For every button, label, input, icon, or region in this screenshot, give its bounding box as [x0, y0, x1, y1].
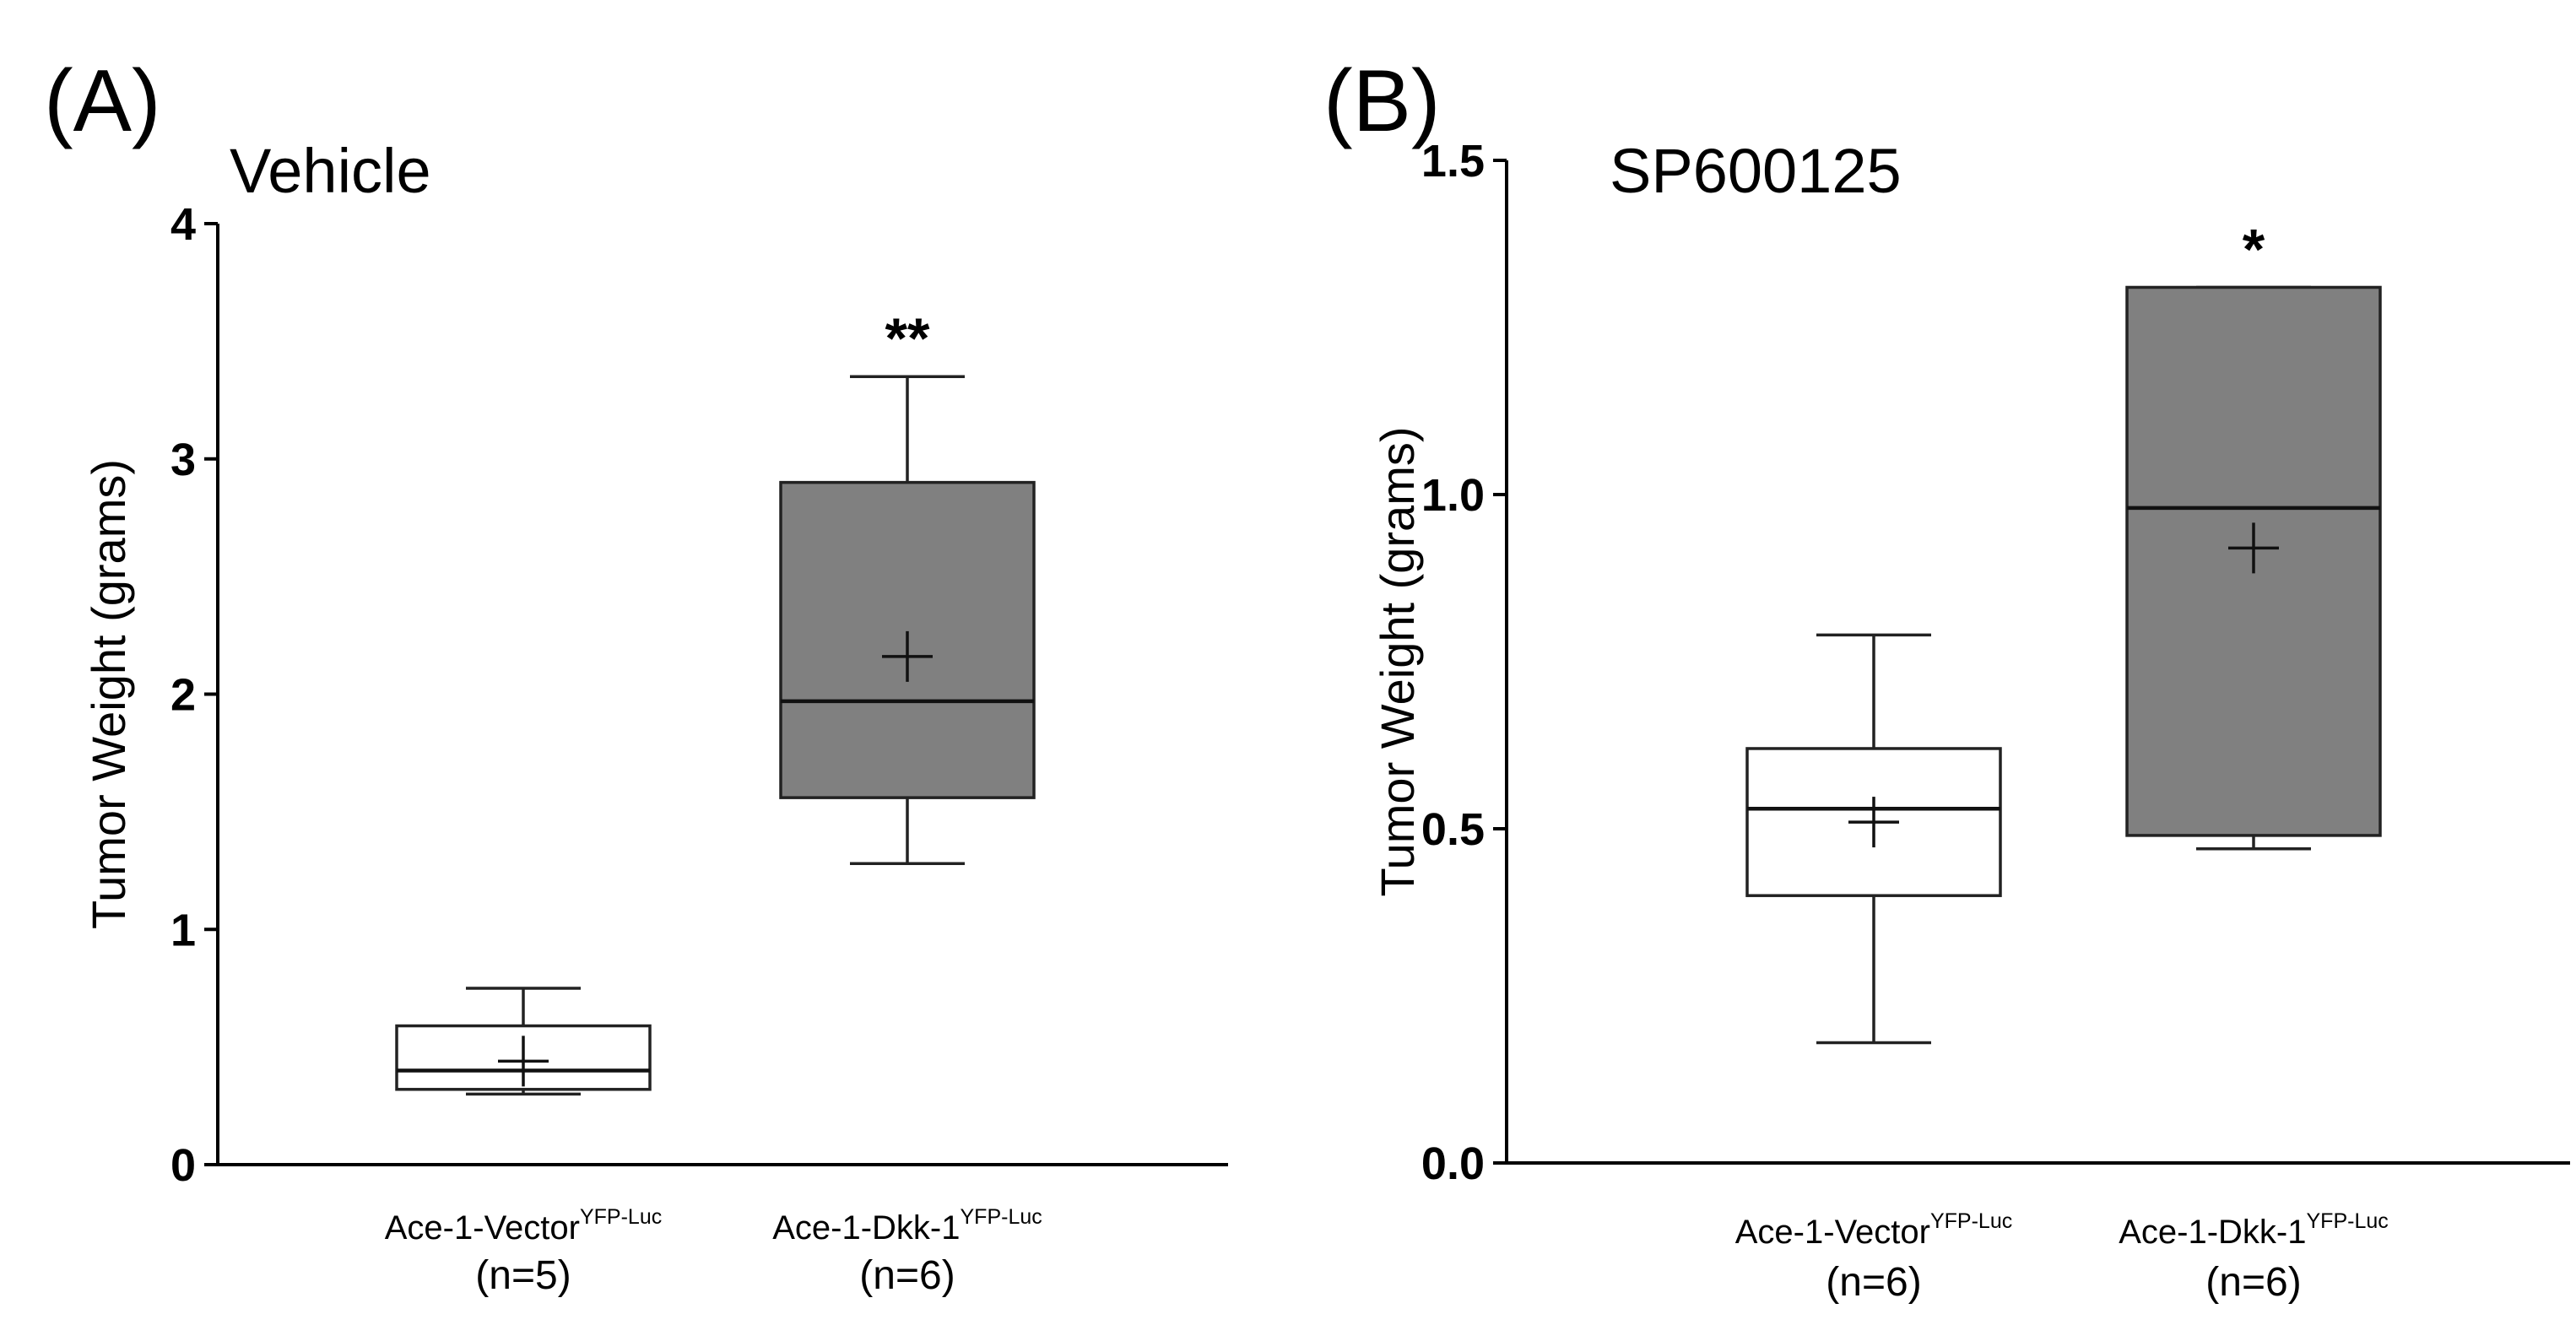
y-tick-label: 1.5	[1421, 136, 1485, 187]
category-superscript: YFP-Luc	[2307, 1209, 2389, 1233]
panel-label: (A)	[44, 52, 161, 150]
y-tick-label: 4	[170, 199, 196, 250]
category-label: Ace-1-VectorYFP-Luc	[1735, 1209, 2012, 1251]
panel-b: (B) SP600125 0.0 0.5 1.0 1.5 Tumor Weight (gra…	[1323, 52, 2570, 1305]
chart-title: SP600125	[1610, 136, 1902, 206]
category-superscript: YFP-Luc	[961, 1205, 1042, 1229]
y-tick-label: 0.0	[1421, 1138, 1485, 1189]
category-name: Ace-1-Vector	[1735, 1214, 1930, 1251]
significance-marker: *	[2243, 217, 2265, 281]
y-tick-label: 0	[170, 1140, 196, 1191]
category-name: Ace-1-Vector	[385, 1209, 580, 1247]
category-n: (n=6)	[1826, 1260, 1921, 1305]
panel-label: (B)	[1323, 52, 1441, 150]
category-superscript: YFP-Luc	[580, 1205, 662, 1229]
category-label: Ace-1-Dkk-1YFP-Luc	[2119, 1209, 2389, 1251]
significance-marker: **	[885, 306, 930, 370]
y-tick-label: 0.5	[1421, 804, 1485, 855]
box-iqr	[1745, 747, 2002, 897]
y-axis-label: Tumor Weight (grams)	[82, 459, 135, 929]
y-axis-label: Tumor Weight (grams)	[1371, 427, 1424, 897]
category-superscript: YFP-Luc	[1930, 1209, 2012, 1233]
chart-title: Vehicle	[230, 136, 431, 206]
category-n: (n=6)	[859, 1253, 955, 1298]
category-label: Ace-1-VectorYFP-Luc	[385, 1205, 662, 1247]
y-tick-label: 3	[170, 435, 196, 485]
y-tick-label: 1.0	[1421, 470, 1485, 521]
category-n: (n=5)	[475, 1253, 571, 1298]
category-label: Ace-1-Dkk-1YFP-Luc	[772, 1205, 1042, 1247]
category-n: (n=6)	[2205, 1260, 2301, 1305]
category-name: Ace-1-Dkk-1	[2119, 1214, 2306, 1251]
panel-a: (A) Vehicle 0 1 2 3 4 Tumor Weight (grams) Ace-1…	[44, 52, 1228, 1298]
y-tick-label: 1	[170, 905, 196, 955]
category-name: Ace-1-Dkk-1	[772, 1209, 960, 1247]
y-tick-label: 2	[170, 670, 196, 721]
